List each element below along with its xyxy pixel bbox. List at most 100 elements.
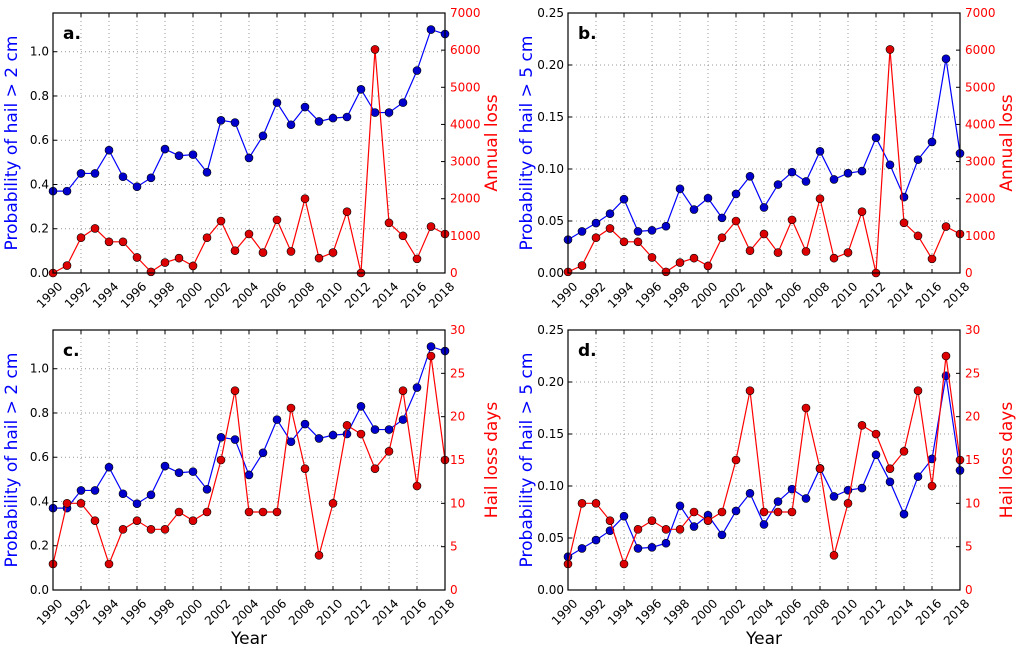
data-point-blue <box>913 155 923 164</box>
data-point-red <box>132 253 142 262</box>
x-axis-title: Year <box>230 629 267 649</box>
y-axis-title-left: Probability of hail > 5 cm <box>517 36 537 251</box>
data-point-red <box>703 261 713 271</box>
data-point-red <box>857 421 867 430</box>
data-point-red <box>314 551 324 560</box>
data-point-blue <box>118 489 128 499</box>
y-tick-label-left: 0.15 <box>537 110 564 124</box>
data-point-red <box>76 233 86 243</box>
data-point-red <box>412 254 422 264</box>
x-tick-label: 2012 <box>857 596 888 627</box>
data-point-red <box>160 525 170 534</box>
data-point-red <box>118 237 128 247</box>
data-point-red <box>577 499 587 508</box>
data-point-blue <box>787 167 797 177</box>
y-tick-label-right: 0 <box>965 266 973 280</box>
data-point-red <box>605 516 615 525</box>
x-tick-label: 2002 <box>717 279 748 310</box>
y-tick-label-right: 7000 <box>450 6 481 20</box>
data-point-red <box>412 481 422 491</box>
y-tick-label-left: 0.4 <box>30 494 49 508</box>
data-point-blue <box>426 25 436 34</box>
data-point-blue <box>619 511 629 521</box>
x-tick-label: 1996 <box>633 279 664 310</box>
data-point-red <box>871 429 881 439</box>
data-point-red <box>62 261 72 270</box>
data-point-red <box>759 229 769 239</box>
data-point-red <box>272 215 282 225</box>
data-point-red <box>328 248 338 257</box>
data-point-red <box>258 507 268 517</box>
data-point-red <box>104 559 114 569</box>
data-point-blue <box>398 415 408 424</box>
data-point-blue <box>745 488 755 498</box>
x-tick-label: 2010 <box>829 596 860 627</box>
x-tick-label: 2000 <box>689 596 720 627</box>
data-point-blue <box>647 226 657 235</box>
data-point-blue <box>801 494 811 503</box>
data-point-blue <box>577 544 587 553</box>
x-tick-label: 2006 <box>258 279 289 310</box>
y-tick-label-right: 20 <box>450 410 465 424</box>
panel-label: a. <box>63 24 81 44</box>
x-tick-label: 2016 <box>398 279 429 310</box>
data-point-blue <box>398 98 408 107</box>
y-tick-label-right: 7000 <box>965 6 996 20</box>
data-point-blue <box>230 435 240 444</box>
y-tick-label-left: 0.2 <box>30 222 49 236</box>
data-point-blue <box>885 477 895 487</box>
y-tick-label-left: 0.2 <box>30 539 49 553</box>
x-tick-label: 2008 <box>801 596 832 627</box>
panel-c: 1990199219941996199820002002200420062008… <box>2 323 502 649</box>
data-point-red <box>843 248 853 257</box>
data-point-blue <box>661 538 671 548</box>
x-tick-label: 2014 <box>885 596 916 627</box>
data-point-red <box>773 507 783 517</box>
data-point-red <box>202 507 212 517</box>
x-tick-label: 2006 <box>258 596 289 627</box>
y-tick-label-left: 0.8 <box>30 406 49 420</box>
data-point-red <box>174 507 184 517</box>
x-tick-label: 2010 <box>314 596 345 627</box>
data-point-blue <box>174 468 184 478</box>
data-point-blue <box>801 177 811 186</box>
data-point-red <box>146 267 156 277</box>
data-point-red <box>398 231 408 241</box>
data-point-red <box>342 421 352 430</box>
data-point-blue <box>132 499 142 509</box>
data-point-blue <box>314 434 324 443</box>
data-point-blue <box>384 108 394 117</box>
y-tick-label-left: 0.15 <box>537 427 564 441</box>
series-line-red <box>52 355 446 566</box>
x-tick-label: 2004 <box>745 596 776 627</box>
data-point-red <box>272 507 282 517</box>
data-point-red <box>731 455 741 465</box>
data-point-red <box>899 218 909 228</box>
data-point-blue <box>62 186 72 196</box>
data-point-red <box>689 253 699 263</box>
data-point-blue <box>871 450 881 460</box>
y-tick-label-left: 0.10 <box>537 479 564 493</box>
data-point-red <box>90 224 100 233</box>
data-point-red <box>160 258 170 267</box>
y-tick-label-right: 15 <box>965 453 980 467</box>
data-point-blue <box>717 530 727 540</box>
data-point-blue <box>633 227 643 236</box>
y-tick-label-left: 0.00 <box>537 583 564 597</box>
y-tick-label-right: 10 <box>965 496 980 510</box>
y-tick-label-right: 6000 <box>965 43 996 57</box>
data-point-blue <box>174 151 184 161</box>
x-tick-label: 2006 <box>773 596 804 627</box>
x-tick-label: 2004 <box>230 596 261 627</box>
x-tick-label: 1992 <box>577 279 608 310</box>
data-point-blue <box>286 120 296 130</box>
x-tick-label: 1992 <box>62 596 93 627</box>
x-tick-label: 2018 <box>426 596 457 627</box>
data-point-blue <box>244 470 254 480</box>
x-tick-label: 2018 <box>941 596 972 627</box>
x-tick-label: 2018 <box>426 279 457 310</box>
x-tick-label: 1998 <box>661 596 692 627</box>
data-point-red <box>689 507 699 517</box>
data-point-blue <box>787 484 797 494</box>
data-point-red <box>286 403 296 413</box>
